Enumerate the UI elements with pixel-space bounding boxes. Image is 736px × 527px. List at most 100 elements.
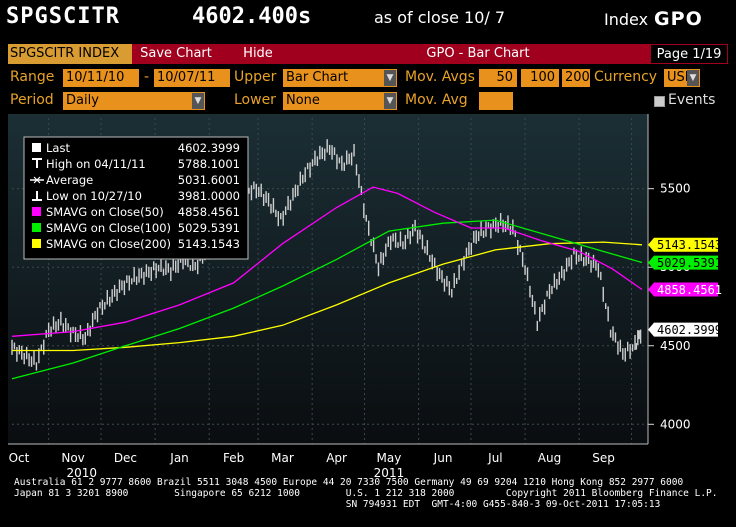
legend: Last 4602.3999 High on 04/11/11 5788.1001 Av… <box>23 136 249 260</box>
legend-value: 5029.5391 <box>178 221 240 235</box>
footer-line-3: SN 794931 EDT GMT-4:00 G455-840-3 09-Oct… <box>14 499 661 510</box>
lower-value: None <box>286 93 320 108</box>
low-marker-icon <box>32 191 42 201</box>
price-tag: 5143.1543 <box>648 237 722 252</box>
legend-label: Last <box>46 141 70 155</box>
price-chart: 4000450050005500 OctNovDecJanFebMarAprMa… <box>8 114 722 477</box>
mov-avg-label: Mov. Avg <box>405 92 468 108</box>
x-tick-label: Sep <box>592 451 615 465</box>
x-year-label: 2011 <box>374 466 405 477</box>
currency-dropdown[interactable]: USD ▼ <box>664 69 700 87</box>
ma-line-2 <box>11 219 643 380</box>
period-dropdown[interactable]: Daily ▼ <box>63 92 205 110</box>
lower-dropdown[interactable]: None ▼ <box>283 92 397 110</box>
x-tick-label: Aug <box>538 451 561 465</box>
legend-swatch-icon <box>32 207 41 216</box>
index-word: Index <box>604 10 649 29</box>
x-tick-label: Jun <box>433 451 453 465</box>
save-chart-button[interactable]: Save Chart <box>140 46 212 61</box>
legend-label: High on 04/11/11 <box>46 157 146 171</box>
legend-label: SMAVG on Close(50) <box>46 205 164 219</box>
as-of-date: as of close 10/ 7 <box>374 8 506 27</box>
x-tick-label: Jul <box>487 451 502 465</box>
page-indicator: Page 1/19 <box>650 44 728 64</box>
price-tags: 5143.1543 5029.5391 4858.4561 4602.3999 <box>648 237 722 337</box>
x-tick-label: Mar <box>271 451 294 465</box>
ma1-field[interactable]: 50 <box>479 69 517 87</box>
y-tick-label: 4500 <box>660 339 691 353</box>
price-tag-box <box>648 322 718 337</box>
hide-button[interactable]: Hide <box>243 46 273 61</box>
mov-avg-field[interactable] <box>479 92 513 110</box>
upper-label: Upper <box>234 69 277 85</box>
chevron-down-icon[interactable]: ▼ <box>687 70 699 86</box>
y-axis: 4000450050005500 <box>647 114 691 444</box>
x-tick-label: Feb <box>223 451 244 465</box>
x-tick-label: May <box>377 451 402 465</box>
price-tag-box <box>648 255 718 270</box>
legend-label: SMAVG on Close(100) <box>46 221 171 235</box>
ma-line-3 <box>12 241 643 352</box>
chevron-down-icon[interactable]: ▼ <box>384 70 396 86</box>
series-layer <box>11 139 643 380</box>
mov-avgs-label: Mov. Avgs <box>405 69 475 85</box>
security-field[interactable]: SPGSCITR INDEX <box>8 44 132 64</box>
chart-toolbar: SPGSCITR INDEX Save Chart Hide GPO - Bar… <box>8 44 728 64</box>
ticker-symbol: SPGSCITR <box>6 4 120 29</box>
legend-swatch-icon <box>32 239 41 248</box>
period-label: Period <box>10 92 54 108</box>
x-axis: Oct Nov Dec Jan Feb Mar Apr May Jun Jul Aug Sep 2010… <box>8 443 648 477</box>
ma3-field[interactable]: 200 <box>562 69 590 87</box>
legend-label: SMAVG on Close(200) <box>46 237 171 251</box>
legend-value: 5788.1001 <box>178 157 240 171</box>
footer-line-1: Australia 61 2 9777 8600 Brazil 5511 304… <box>14 477 684 488</box>
x-tick-label: Dec <box>114 451 137 465</box>
y-tick-label: 5500 <box>660 182 691 196</box>
footer: Australia 61 2 9777 8600 Brazil 5511 304… <box>14 477 718 510</box>
legend-value: 4858.4561 <box>178 205 240 219</box>
lower-label: Lower <box>234 92 276 108</box>
function-code: GPO <box>654 8 703 30</box>
upper-dropdown[interactable]: Bar Chart ▼ <box>283 69 397 87</box>
events-label: Events <box>668 92 716 108</box>
range-to-field[interactable]: 10/07/11 <box>154 69 230 87</box>
price-tag-label: 4858.4561 <box>657 283 722 297</box>
chevron-down-icon[interactable]: ▼ <box>384 93 396 109</box>
legend-swatch-icon <box>32 143 41 152</box>
currency-label: Currency <box>594 69 658 85</box>
legend-value: 3981.0000 <box>178 189 240 203</box>
ma2-field[interactable]: 100 <box>521 69 559 87</box>
legend-value: 4602.3999 <box>178 141 240 155</box>
range-from-field[interactable]: 10/11/10 <box>63 69 139 87</box>
ma-line-1 <box>11 186 643 337</box>
x-year-label: 2010 <box>67 466 98 477</box>
legend-value: 5031.6001 <box>178 173 240 187</box>
x-tick-label: Oct <box>9 451 30 465</box>
price-tag-label: 5143.1543 <box>657 238 722 252</box>
price-tag-label: 4602.3999 <box>657 323 722 337</box>
price-tag: 4858.4561 <box>648 282 722 297</box>
x-tick-label: Apr <box>326 451 347 465</box>
average-marker-icon <box>33 176 41 184</box>
price-tag: 5029.5391 <box>648 255 722 270</box>
legend-value: 5143.1543 <box>178 237 240 251</box>
gridlines <box>12 118 648 444</box>
chevron-down-icon[interactable]: ▼ <box>192 93 204 109</box>
y-tick-label: 4000 <box>660 417 691 431</box>
header: SPGSCITR 4602.400s as of close 10/ 7 Ind… <box>0 0 736 40</box>
events-checkbox[interactable] <box>654 96 665 107</box>
price-tag-label: 5029.5391 <box>657 256 722 270</box>
x-tick-label: Jan <box>169 451 189 465</box>
legend-box <box>23 136 249 260</box>
last-price: 4602.400s <box>192 4 312 29</box>
price-bars <box>11 139 642 371</box>
price-tag-box <box>648 237 718 252</box>
index-label: Index GPO <box>604 8 703 30</box>
footer-line-2: Japan 81 3 3201 8900 Singapore 65 6212 1… <box>14 488 718 499</box>
high-marker-icon <box>32 158 42 168</box>
price-tag: 4602.3999 <box>648 322 722 337</box>
range-label: Range <box>10 69 55 85</box>
legend-swatch-icon <box>32 223 41 232</box>
chart-title: GPO - Bar Chart <box>426 46 530 61</box>
legend-label: Average <box>46 173 93 187</box>
